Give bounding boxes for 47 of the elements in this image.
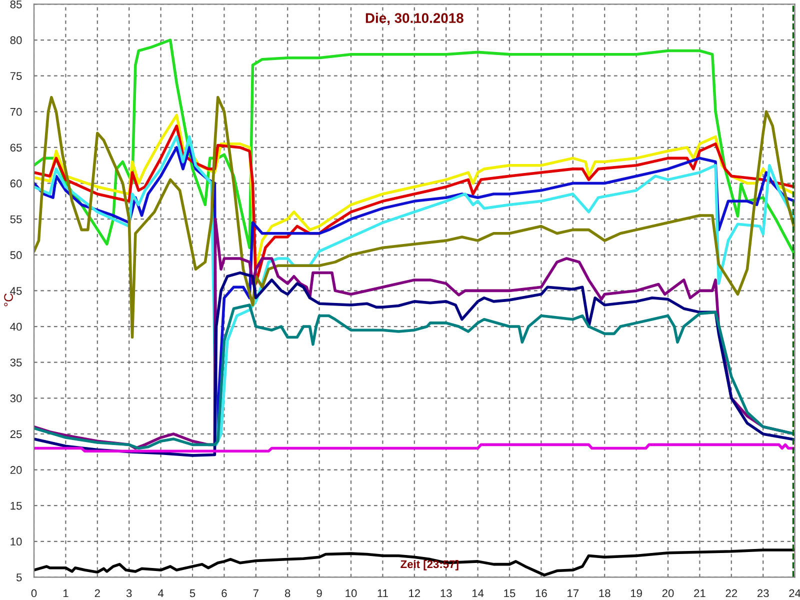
x-tick-label: 17 [568,589,579,598]
y-tick-label: 35 [10,358,22,366]
line-series [34,271,795,457]
x-tick-label: 21 [694,589,706,598]
x-tick-label: 8 [284,589,290,598]
x-tick-label: 3 [126,589,132,598]
y-tick-label: 75 [10,72,22,80]
x-tick-label: 9 [316,589,322,598]
y-tick-label: 5 [16,574,22,582]
y-tick-label: 70 [10,108,22,116]
y-tick-label: 80 [10,36,22,44]
y-tick-label: 55 [10,215,22,224]
x-tick-label: 5 [190,589,196,598]
x-tick-label: 14 [472,589,484,598]
annotation: Zeit [23:57] [400,560,458,570]
y-tick-label: 15 [10,502,22,510]
x-tick-label: 13 [440,589,452,598]
y-tick-label: 25 [10,430,22,438]
x-tick-label: 1 [63,589,68,598]
y-tick-label: 60 [10,180,22,188]
x-tick-label: 22 [726,589,738,598]
x-tick-label: 11 [378,589,388,598]
text: Die, 30.10.2018 [366,12,464,26]
line-series [34,304,795,450]
x-tick-label: 19 [630,589,642,598]
line-series [34,96,795,339]
x-tick-label: 6 [222,589,227,598]
y-tick-label: 20 [10,466,22,474]
y-tick-label: 10 [10,538,22,546]
x-tick-label: 7 [253,589,258,598]
y-tick-label: 65 [10,144,22,152]
x-tick-label: 0 [31,589,37,598]
x-tick-label: 20 [662,589,674,598]
x-tick-label: 15 [504,589,516,598]
y-tick-label: 40 [10,322,22,331]
y-axis-title: °C [4,293,13,306]
x-tick-label: 12 [409,589,420,598]
y-tick-label: 50 [10,251,22,260]
y-tick-label: 45 [10,287,22,295]
x-tick-label: 23 [757,589,769,598]
y-tick-label: 30 [10,394,22,402]
x-tick-label: 2 [94,589,100,598]
x-tick-label: 4 [158,589,164,598]
x-tick-label: 16 [536,589,547,598]
y-tick-label: 85 [10,0,22,8]
x-tick-label: 10 [346,589,357,598]
x-tick-label: 18 [599,589,610,598]
